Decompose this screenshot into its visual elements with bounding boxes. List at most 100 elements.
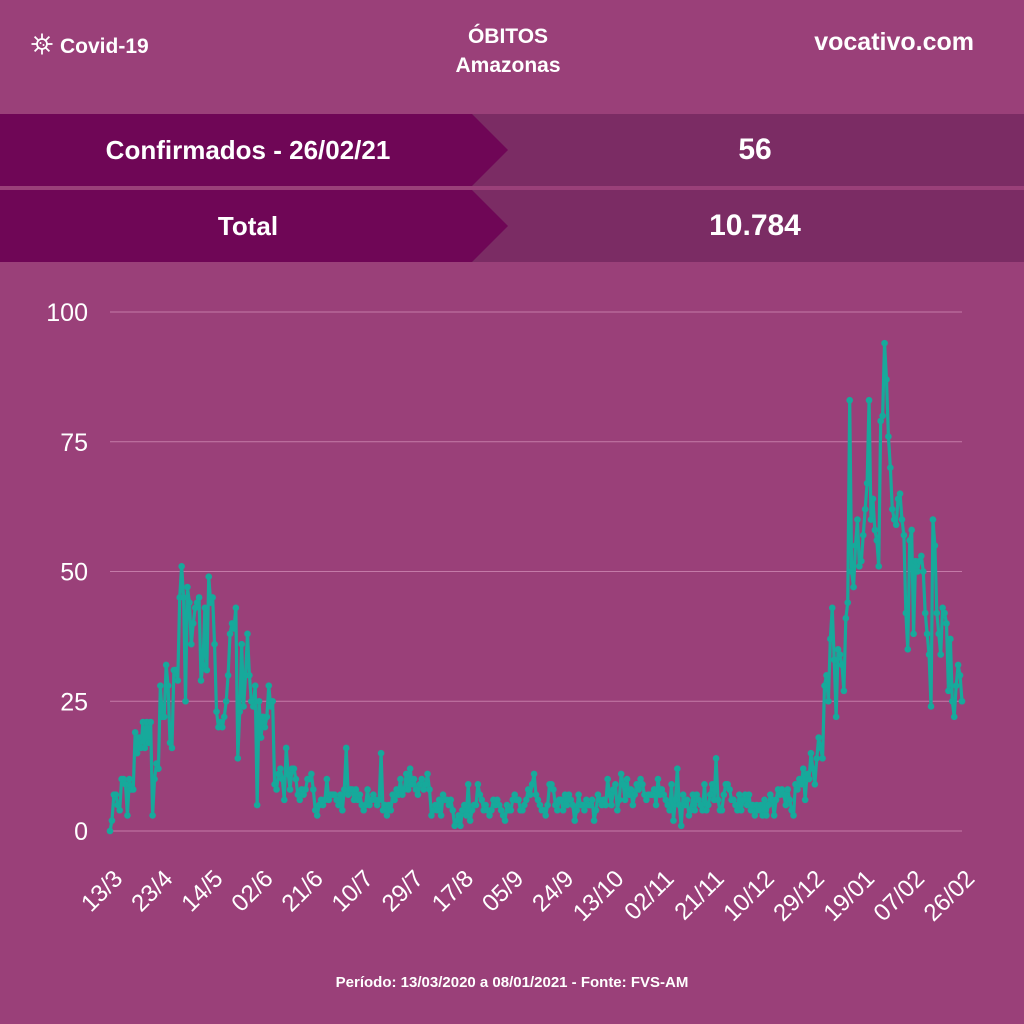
data-point xyxy=(869,495,877,503)
data-point xyxy=(323,775,331,783)
data-point xyxy=(201,604,209,612)
data-point xyxy=(842,614,850,622)
data-point xyxy=(486,812,493,819)
data-point xyxy=(451,822,458,830)
data-point xyxy=(157,682,164,689)
data-point xyxy=(120,775,127,783)
data-point xyxy=(114,801,122,809)
data-point xyxy=(921,609,929,617)
data-point xyxy=(335,801,342,809)
data-point xyxy=(474,780,482,788)
data-point xyxy=(135,734,143,741)
data-point xyxy=(633,780,640,788)
data-point xyxy=(540,806,548,814)
data-point xyxy=(180,594,187,601)
data-point xyxy=(234,755,242,762)
data-point xyxy=(761,796,768,804)
data-point xyxy=(939,604,946,612)
data-point xyxy=(658,786,666,793)
data-point xyxy=(528,780,536,788)
title-line-1: ÓBITOS xyxy=(467,25,549,48)
data-point xyxy=(279,775,286,783)
data-point xyxy=(654,775,662,783)
data-point xyxy=(432,801,439,809)
data-point xyxy=(168,744,176,752)
data-point xyxy=(366,801,373,809)
data-point xyxy=(859,531,867,539)
data-point xyxy=(674,765,681,773)
data-point xyxy=(273,786,280,793)
data-point xyxy=(763,812,770,819)
data-point xyxy=(840,687,848,695)
data-point xyxy=(712,755,720,762)
data-point xyxy=(652,801,660,809)
data-point xyxy=(594,791,602,798)
data-point xyxy=(945,687,952,695)
data-point xyxy=(579,801,586,809)
total-label-panel xyxy=(0,190,508,262)
data-point xyxy=(850,583,857,591)
data-point xyxy=(222,697,230,705)
data-point xyxy=(571,817,579,824)
data-point xyxy=(449,806,457,814)
data-point xyxy=(408,780,416,788)
data-point xyxy=(706,791,714,798)
data-point xyxy=(282,744,290,752)
data-point xyxy=(937,651,944,658)
data-point xyxy=(583,796,590,804)
data-point xyxy=(495,801,503,809)
data-point xyxy=(468,806,476,814)
data-point xyxy=(635,786,642,793)
data-point xyxy=(807,749,815,757)
virus-icon xyxy=(30,32,54,61)
data-point xyxy=(255,697,263,705)
data-point xyxy=(648,791,656,798)
data-point xyxy=(604,775,611,783)
data-point xyxy=(253,801,261,809)
data-point xyxy=(141,744,149,752)
data-point xyxy=(819,755,826,762)
x-tick-label: 26/02 xyxy=(919,865,981,927)
data-point xyxy=(261,723,269,731)
data-point xyxy=(697,801,704,809)
data-point xyxy=(852,542,859,549)
data-point xyxy=(952,682,960,689)
data-point xyxy=(772,796,780,804)
page-title: ÓBITOS Amazonas xyxy=(0,22,1016,80)
data-point xyxy=(310,786,317,793)
data-point xyxy=(356,791,364,798)
data-point xyxy=(437,812,445,819)
data-point xyxy=(854,516,861,523)
data-point xyxy=(257,734,265,741)
data-point xyxy=(919,568,927,575)
data-point xyxy=(188,640,195,648)
x-tick-label: 21/11 xyxy=(669,865,729,925)
data-point xyxy=(830,656,838,664)
data-point xyxy=(670,817,677,824)
data-point xyxy=(230,625,238,632)
data-point xyxy=(765,801,772,809)
data-point xyxy=(803,770,811,778)
data-point xyxy=(373,801,381,809)
data-point xyxy=(174,677,182,684)
data-point xyxy=(393,786,400,793)
data-point xyxy=(867,516,875,523)
data-point xyxy=(420,786,427,793)
data-point xyxy=(342,744,350,752)
data-point xyxy=(213,708,220,715)
data-point xyxy=(248,697,255,705)
data-point xyxy=(650,786,658,793)
data-point xyxy=(352,786,360,793)
data-point xyxy=(476,791,484,798)
data-point xyxy=(918,552,925,560)
data-point xyxy=(755,806,762,814)
data-point xyxy=(478,796,486,804)
data-point xyxy=(511,791,518,798)
data-point xyxy=(610,786,617,793)
data-point xyxy=(730,796,737,804)
data-point xyxy=(552,801,559,809)
x-tick-label: 21/6 xyxy=(277,865,329,917)
data-point xyxy=(466,817,474,824)
data-point xyxy=(472,801,480,809)
data-point xyxy=(557,796,565,804)
